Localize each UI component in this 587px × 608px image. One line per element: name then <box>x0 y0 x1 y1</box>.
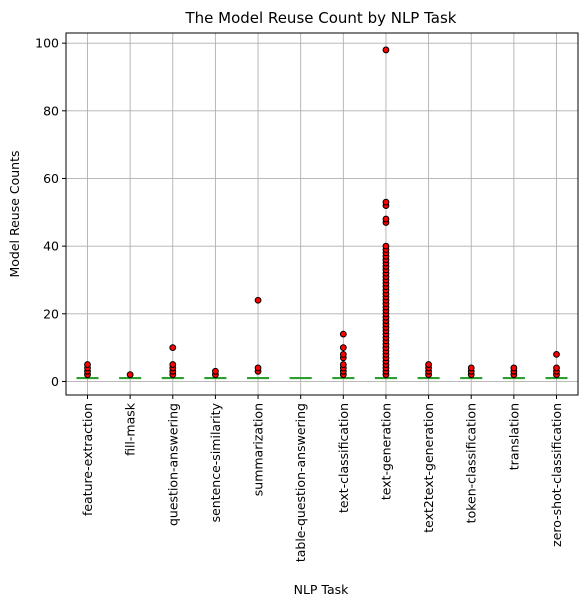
outlier-point <box>553 351 560 358</box>
x-tick-label: table-question-answering <box>293 403 308 562</box>
grid-lines <box>66 33 578 395</box>
x-tick-label: summarization <box>251 403 266 496</box>
outlier-point <box>169 344 177 352</box>
outlier-point <box>84 361 91 368</box>
x-tick-label: feature-extraction <box>80 403 95 516</box>
outlier-point <box>425 361 432 368</box>
outlier-point <box>382 198 390 206</box>
x-tick-label: translation <box>506 403 521 470</box>
x-tick-label: text-generation <box>378 403 393 500</box>
box-token-classification <box>460 364 483 380</box>
x-axis-label: NLP Task <box>294 582 350 597</box>
outlier-point <box>467 364 475 372</box>
outlier-point <box>382 46 390 54</box>
box-summarization <box>247 296 270 380</box>
y-tick-label: 20 <box>43 306 59 321</box>
x-tick-label: fill-mask <box>123 402 138 456</box>
box-translation <box>502 364 525 380</box>
outlier-point <box>169 361 177 368</box>
x-axis: feature-extraction fill-mask question-answ… <box>80 395 564 562</box>
box-question-answering <box>161 344 184 380</box>
x-tick-label: question-answering <box>165 403 180 526</box>
box-text2text-generation <box>417 361 440 380</box>
x-tick-label: text-classification <box>336 403 351 513</box>
box-fill-mask <box>119 371 142 380</box>
box-sentence-similarity <box>204 367 227 380</box>
y-tick-label: 60 <box>43 171 59 186</box>
outlier-point <box>254 364 262 372</box>
box-zero-shot-classification <box>545 351 568 380</box>
x-tick-label: token-classification <box>464 403 479 523</box>
outlier-point <box>553 364 560 372</box>
y-tick-label: 100 <box>35 36 59 51</box>
outlier-point <box>339 344 347 352</box>
x-tick-label: text2text-generation <box>421 403 436 533</box>
y-tick-label: 80 <box>43 103 59 118</box>
outlier-point <box>126 371 134 379</box>
box-text-classification <box>332 330 355 380</box>
outlier-point <box>212 367 219 375</box>
plot-frame <box>65 32 579 396</box>
x-tick-label: zero-shot-classification <box>549 403 564 547</box>
outlier-point <box>382 242 390 250</box>
box-feature-extraction <box>76 361 99 380</box>
chart-title: The Model Reuse Count by NLP Task <box>184 9 456 27</box>
y-tick-label: 40 <box>43 239 59 254</box>
outlier-point <box>382 215 390 223</box>
box-text-generation <box>374 46 397 380</box>
outlier-point <box>510 364 518 372</box>
y-axis: 0 20 40 60 80 100 <box>35 36 66 389</box>
outlier-point <box>339 351 347 358</box>
outlier-point <box>254 296 262 304</box>
box-series <box>76 46 568 380</box>
x-tick-label: sentence-similarity <box>208 402 223 522</box>
y-axis-label: Model Reuse Counts <box>7 150 22 277</box>
outlier-point <box>339 361 347 368</box>
y-tick-label: 0 <box>51 374 59 389</box>
outlier-point <box>339 330 347 338</box>
